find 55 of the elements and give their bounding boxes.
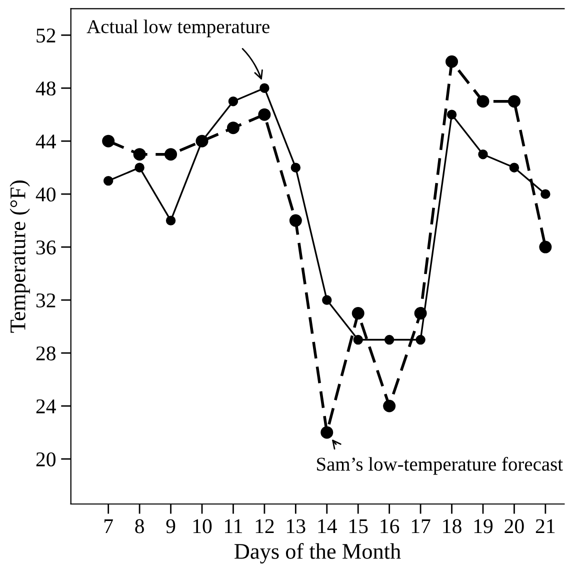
point	[320, 426, 334, 439]
x-tick-label: 9	[166, 519, 176, 534]
point	[508, 95, 520, 108]
y-tick-label: 20	[36, 452, 56, 466]
y-axis-title: Temperature (°F)	[10, 180, 30, 333]
point	[228, 96, 238, 106]
x-tick-label: 16	[380, 519, 400, 534]
annotation: Sam’s low-temperature forecast	[317, 456, 563, 475]
x-tick-label: 7	[104, 519, 113, 534]
point	[260, 83, 270, 93]
x-tick-label: 17	[412, 519, 430, 534]
point	[352, 307, 364, 320]
point	[509, 162, 520, 172]
point	[353, 334, 363, 345]
y-tick-label: 32	[36, 293, 56, 308]
point	[476, 95, 490, 108]
point	[539, 240, 552, 254]
y-tick-label: 24	[36, 399, 56, 414]
x-tick-label: 19	[474, 519, 493, 534]
point	[164, 148, 178, 161]
y-tick-label: 40	[36, 187, 56, 202]
point	[134, 162, 144, 172]
point	[446, 55, 458, 68]
x-tick-label: 18	[443, 519, 462, 534]
point	[258, 108, 271, 121]
point	[289, 214, 302, 227]
point	[166, 216, 176, 226]
x-tick-label: 15	[350, 519, 368, 534]
point	[290, 162, 301, 172]
point	[226, 122, 240, 134]
y-tick-label: 44	[36, 134, 56, 148]
point	[446, 110, 457, 120]
y-tick-label: 52	[36, 28, 56, 43]
y-tick-label: 28	[36, 346, 56, 360]
point	[133, 148, 146, 161]
annotation: Actual low temperature	[86, 20, 270, 38]
y-tick-label: 36	[36, 240, 56, 254]
point	[322, 295, 332, 305]
x-tick-label: 11	[225, 519, 242, 534]
point	[416, 334, 426, 345]
x-tick-label: 14	[318, 519, 337, 534]
point	[103, 176, 114, 186]
x-tick-label: 13	[287, 519, 306, 534]
x-tick-label: 10	[193, 519, 212, 534]
point	[478, 149, 488, 160]
x-axis-title: Days of the Month	[234, 543, 401, 564]
x-tick-label: 8	[135, 519, 144, 534]
x-tick-label: 20	[504, 519, 524, 534]
point	[102, 134, 115, 148]
x-tick-label: 12	[256, 519, 274, 534]
y-tick-label: 48	[36, 81, 56, 96]
point	[384, 334, 394, 345]
point	[383, 400, 396, 412]
x-tick-label: 21	[536, 519, 555, 534]
point	[540, 189, 550, 199]
